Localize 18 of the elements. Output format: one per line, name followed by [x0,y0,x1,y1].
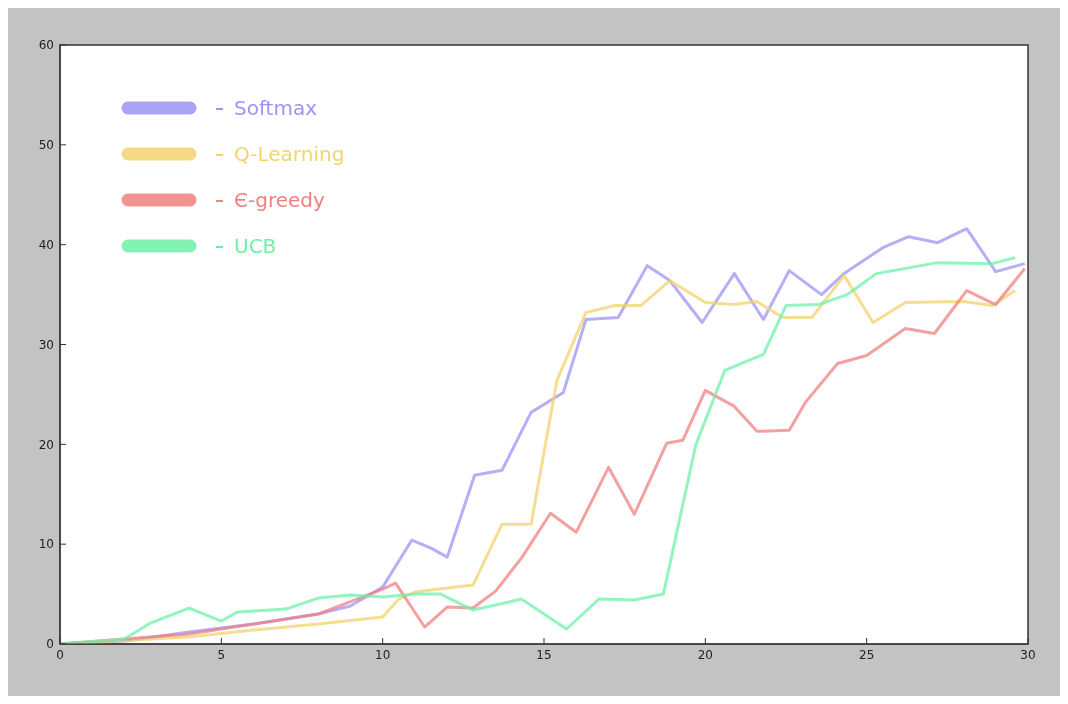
legend-label: Q-Learning [216,142,345,166]
y-tick-label: 30 [38,337,54,352]
x-tick-label: 5 [217,647,226,662]
legend-label: Softmax [216,96,318,120]
legend-label: Є-greedy [216,188,325,212]
y-tick-label: 40 [38,237,54,252]
x-tick-label: 25 [859,647,875,662]
legend-label: UCB [216,234,277,258]
y-tick-label: 10 [38,537,54,552]
x-tick-label: 30 [1020,647,1036,662]
y-tick-label: 20 [38,437,54,452]
x-tick-label: 10 [375,647,391,662]
x-tick-label: 15 [536,647,552,662]
y-tick-label: 50 [38,138,54,153]
y-tick-label: 60 [38,38,54,53]
y-tick-label: 0 [46,637,54,652]
x-tick-label: 0 [56,647,64,662]
x-tick-label: 20 [697,647,713,662]
